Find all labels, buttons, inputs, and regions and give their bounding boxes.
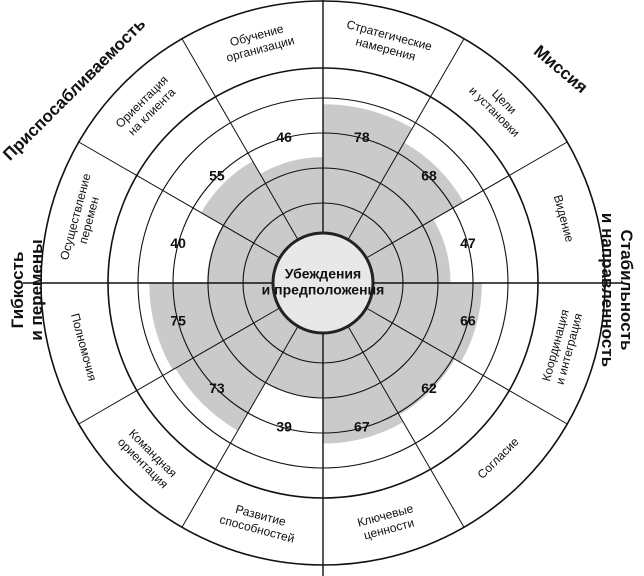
score-wedge <box>366 283 482 363</box>
divider <box>366 141 568 259</box>
segment-label: Полномочия <box>68 312 99 383</box>
score-wedge <box>207 225 280 283</box>
segment-label: Согласие <box>475 434 522 481</box>
quadrant-label: Миссия <box>530 41 591 97</box>
score-wedge <box>175 308 298 431</box>
center-label: и предположения <box>262 282 385 298</box>
score-wedge <box>265 326 323 398</box>
segment-value: 66 <box>460 313 476 329</box>
segment-value: 78 <box>354 129 370 145</box>
segment-value: 67 <box>354 419 370 435</box>
segment-value: 46 <box>276 129 292 145</box>
center-label: Убеждения <box>285 266 361 282</box>
score-wedge <box>149 283 280 370</box>
segment-value: 39 <box>276 419 292 435</box>
divider <box>347 38 465 240</box>
score-wedge <box>348 308 455 415</box>
score-wedge <box>323 326 404 444</box>
divider <box>347 326 465 528</box>
segment-value: 47 <box>460 235 476 251</box>
segment-value: 75 <box>170 313 186 329</box>
segment-label: Видение <box>551 193 577 244</box>
center-circle <box>271 231 375 335</box>
score-wedge <box>348 142 464 258</box>
quadrant-label: Стабильность <box>617 230 636 351</box>
segment-value: 40 <box>170 235 186 251</box>
segment-value: 62 <box>421 380 437 396</box>
segment-value: 73 <box>209 380 225 396</box>
divider <box>78 307 280 425</box>
divider <box>78 141 280 259</box>
quadrant-label: Гибкость <box>8 252 27 329</box>
score-wedge <box>366 219 451 283</box>
divider <box>366 307 568 425</box>
segment-value: 55 <box>209 168 225 184</box>
quadrant-label: и направленность <box>598 213 617 367</box>
quadrant-label: Приспосабливаемость <box>0 14 149 164</box>
score-wedge <box>201 161 298 258</box>
divider <box>181 38 299 240</box>
divider <box>181 326 299 528</box>
segment-value: 68 <box>421 168 437 184</box>
quadrant-label: и перемены <box>27 239 46 340</box>
